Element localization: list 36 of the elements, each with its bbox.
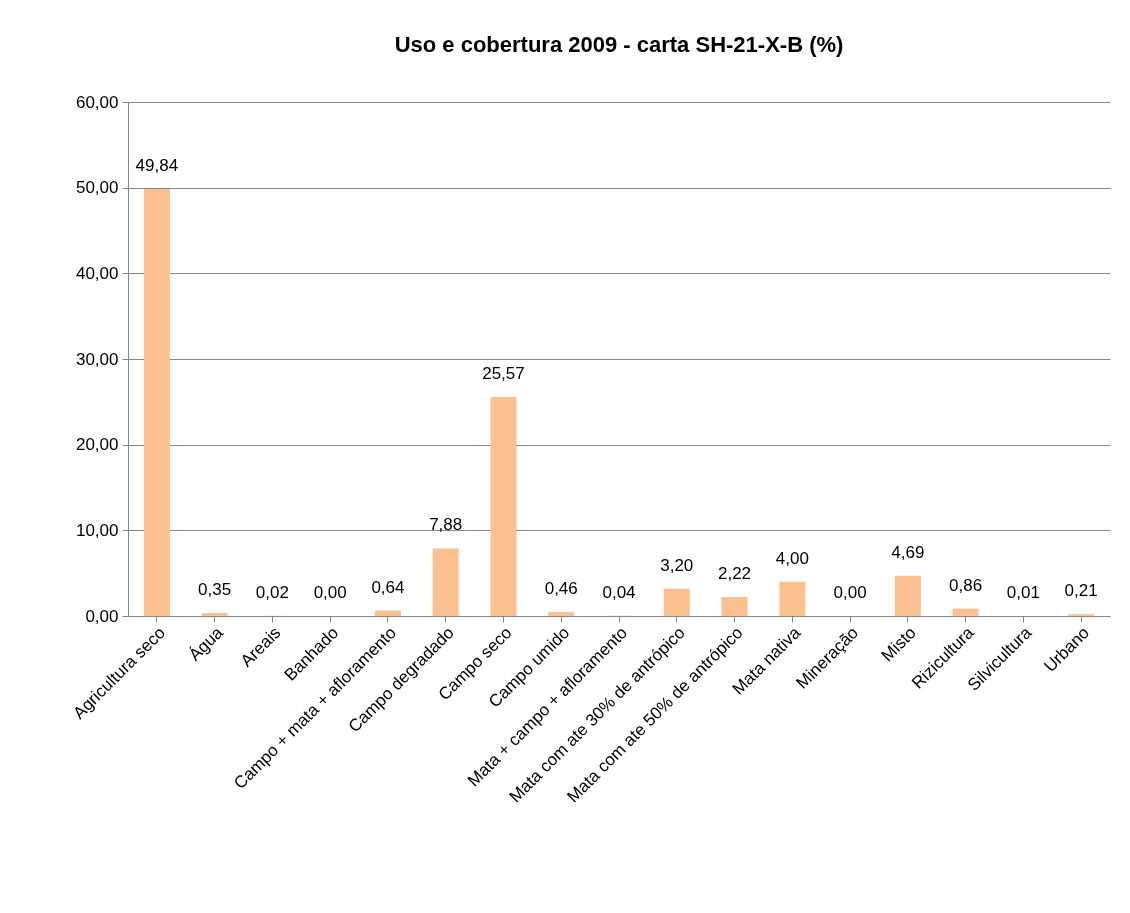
bar (779, 581, 806, 616)
data-label: 2,22 (717, 563, 752, 583)
y-tick-label: 60,00 (75, 92, 119, 112)
data-label: 7,88 (429, 515, 463, 535)
bar (143, 189, 170, 616)
data-label: 49,84 (135, 156, 179, 176)
bar (201, 613, 228, 616)
data-label: 3,20 (660, 555, 694, 575)
bar (490, 396, 517, 616)
y-tick-label: 30,00 (75, 349, 119, 369)
y-tick-label: 0,00 (85, 606, 119, 626)
data-label: 0,21 (1064, 581, 1098, 601)
bar (663, 588, 690, 616)
y-tick-label: 50,00 (75, 178, 119, 198)
bar (894, 575, 921, 616)
y-tick-label: 20,00 (75, 435, 119, 455)
y-tick-label: 10,00 (75, 520, 119, 540)
data-label: 0,02 (255, 582, 289, 602)
bar (432, 548, 459, 616)
bar (721, 596, 748, 616)
bar (374, 610, 401, 616)
data-label: 0,46 (544, 579, 578, 599)
chart-title: Uso e cobertura 2009 - carta SH-21-X-B (%) (394, 32, 844, 57)
data-label: 0,00 (313, 583, 347, 602)
bar (952, 608, 979, 616)
data-label: 0,64 (371, 577, 405, 597)
data-label: 25,57 (482, 363, 525, 383)
y-tick-label: 40,00 (75, 263, 119, 283)
data-label: 4,69 (891, 542, 925, 562)
data-label: 4,00 (775, 548, 809, 568)
data-label: 0,01 (1006, 582, 1040, 602)
data-label: 0,86 (949, 575, 983, 595)
data-label: 0,00 (833, 583, 867, 602)
bar (548, 612, 575, 616)
data-label: 0,35 (198, 580, 232, 599)
data-label: 0,04 (602, 582, 636, 602)
